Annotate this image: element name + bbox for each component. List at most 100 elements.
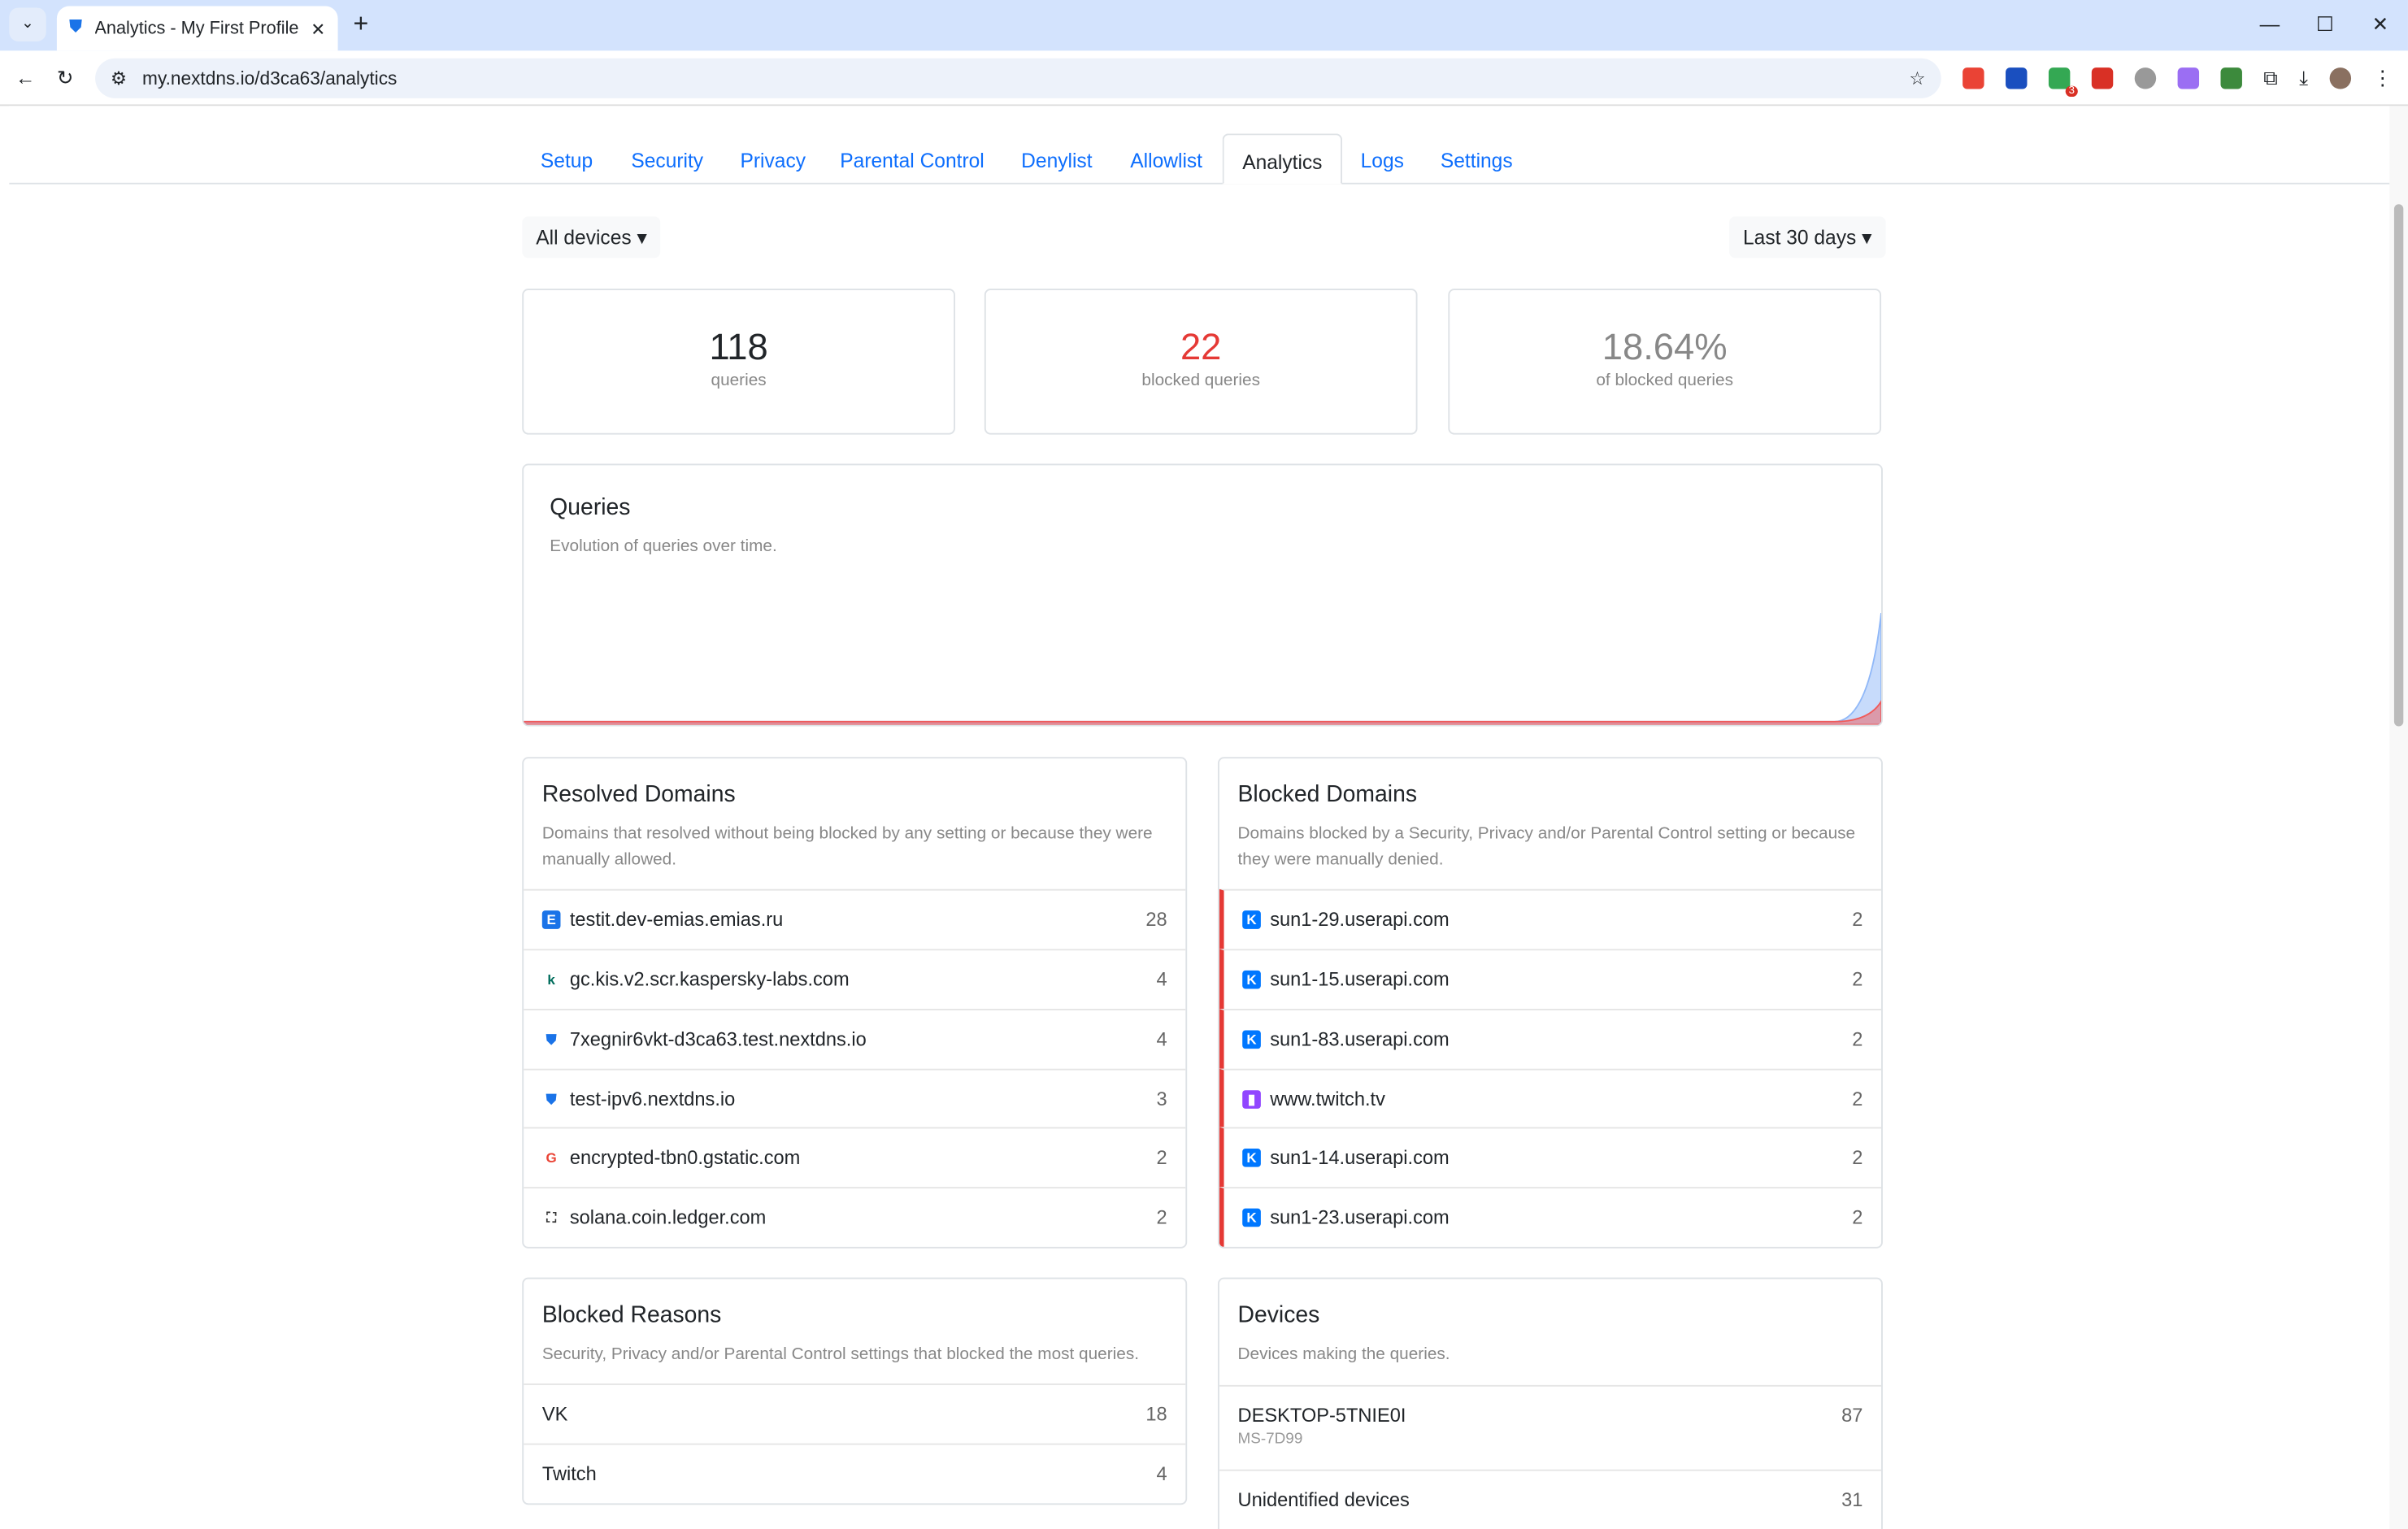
item-count: 2 bbox=[1156, 1147, 1167, 1170]
item-name: sun1-15.userapi.com bbox=[1270, 968, 1450, 991]
badge: 3 bbox=[2065, 85, 2078, 97]
list-item[interactable]: ▮ www.twitch.tv 2 bbox=[1219, 1068, 1882, 1128]
list-item[interactable]: ⛊ 7xegnir6vkt-d3ca63.test.nextdns.io 4 bbox=[524, 1008, 1186, 1068]
item-name: encrypted-tbn0.gstatic.com bbox=[569, 1147, 801, 1170]
stat-queries: 118 queries bbox=[522, 289, 955, 435]
google-icon: G bbox=[541, 1149, 561, 1168]
profile-nav: Setup Security Privacy Parental Control Deny… bbox=[9, 133, 2390, 185]
list-item[interactable]: DESKTOP-5TNIE0I MS-7D99 87 bbox=[1219, 1384, 1882, 1470]
item-name: VK bbox=[541, 1404, 568, 1426]
emias-icon: E bbox=[541, 910, 561, 930]
extension-icon[interactable] bbox=[2091, 67, 2114, 89]
item-count: 4 bbox=[1156, 1028, 1167, 1050]
nextdns-shield-icon: ⛊ bbox=[541, 1029, 561, 1049]
item-name: Unidentified devices bbox=[1237, 1489, 1410, 1511]
close-icon[interactable]: ✕ bbox=[311, 20, 326, 40]
item-name: solana.coin.ledger.com bbox=[569, 1206, 767, 1229]
close-window-button[interactable]: ✕ bbox=[2371, 12, 2389, 36]
tab-security[interactable]: Security bbox=[631, 149, 704, 172]
back-button[interactable]: ← bbox=[15, 66, 36, 89]
item-count: 4 bbox=[1156, 1463, 1167, 1485]
devices-dropdown-label: All devices bbox=[536, 225, 632, 250]
queries-chart bbox=[524, 612, 1882, 725]
list-item[interactable]: ⛶ solana.coin.ledger.com 2 bbox=[524, 1187, 1186, 1247]
stat-value: 22 bbox=[1180, 327, 1222, 369]
queries-chart-card: Queries Evolution of queries over time. bbox=[522, 463, 1883, 727]
menu-icon[interactable]: ⋮ bbox=[2372, 65, 2393, 89]
address-bar[interactable]: ⚙ my.nextdns.io/d3ca63/analytics ☆ bbox=[94, 57, 1941, 98]
tab-strip: ⌄ ⛊ Analytics - My First Profile - NextD… bbox=[0, 0, 2408, 51]
item-count: 3 bbox=[1156, 1088, 1167, 1110]
nextdns-shield-icon: ⛊ bbox=[541, 1089, 561, 1108]
ledger-icon: ⛶ bbox=[541, 1208, 561, 1227]
tab-allowlist[interactable]: Allowlist bbox=[1130, 149, 1203, 172]
list-item[interactable]: VK 18 bbox=[524, 1383, 1186, 1444]
list-item[interactable]: Unidentified devices 31 bbox=[1219, 1469, 1882, 1529]
kaspersky-icon: k bbox=[541, 970, 561, 989]
item-name: gc.kis.v2.scr.kaspersky-labs.com bbox=[569, 968, 850, 991]
extension-badge-icon[interactable]: 3 bbox=[2048, 67, 2078, 97]
minimize-button[interactable]: — bbox=[2259, 12, 2280, 36]
vk-icon: K bbox=[1242, 1208, 1261, 1227]
list-item[interactable]: Twitch 4 bbox=[524, 1444, 1186, 1503]
blocked-reasons-card: Blocked Reasons Security, Privacy and/or… bbox=[522, 1277, 1188, 1505]
tab-settings[interactable]: Settings bbox=[1440, 149, 1513, 172]
card-title: Blocked Reasons bbox=[541, 1301, 722, 1328]
tab-privacy[interactable]: Privacy bbox=[740, 149, 806, 172]
item-count: 2 bbox=[1852, 1206, 1863, 1229]
stat-value: 18.64% bbox=[1602, 327, 1728, 369]
devices-card: Devices Devices making the queries. DESK… bbox=[1217, 1277, 1883, 1529]
item-count: 31 bbox=[1841, 1489, 1863, 1511]
tab-denylist[interactable]: Denylist bbox=[1021, 149, 1093, 172]
scrollbar[interactable] bbox=[2389, 106, 2408, 1529]
stat-blocked: 22 blocked queries bbox=[984, 289, 1418, 435]
item-count: 2 bbox=[1852, 909, 1863, 931]
chart-title: Queries bbox=[550, 494, 631, 521]
reload-button[interactable]: ↻ bbox=[56, 65, 74, 89]
item-name: sun1-83.userapi.com bbox=[1270, 1028, 1450, 1050]
tab-setup[interactable]: Setup bbox=[540, 149, 593, 172]
gmail-icon[interactable] bbox=[1962, 67, 1984, 89]
url-text: my.nextdns.io/d3ca63/analytics bbox=[142, 67, 398, 89]
extensions-puzzle-icon[interactable]: ⧉ bbox=[2263, 65, 2278, 89]
stat-label: of blocked queries bbox=[1596, 371, 1734, 390]
list-item[interactable]: k gc.kis.v2.scr.kaspersky-labs.com 4 bbox=[524, 949, 1186, 1008]
toolbar: ← ↻ ⚙ my.nextdns.io/d3ca63/analytics ☆ 3… bbox=[0, 50, 2408, 106]
browser-tab[interactable]: ⛊ Analytics - My First Profile - NextDNS… bbox=[56, 6, 338, 51]
extension-icon[interactable] bbox=[2177, 67, 2199, 89]
extension-icon[interactable] bbox=[2134, 67, 2157, 89]
item-count: 2 bbox=[1852, 968, 1863, 991]
star-icon[interactable]: ☆ bbox=[1909, 67, 1926, 89]
list-item[interactable]: ⛊ test-ipv6.nextdns.io 3 bbox=[524, 1068, 1186, 1127]
tab-analytics[interactable]: Analytics bbox=[1222, 133, 1343, 185]
card-desc: Security, Privacy and/or Parental Contro… bbox=[541, 1344, 1139, 1364]
item-count: 28 bbox=[1145, 909, 1167, 931]
tab-parental-control[interactable]: Parental Control bbox=[840, 149, 984, 172]
range-dropdown[interactable]: Last 30 days ▾ bbox=[1729, 216, 1886, 258]
card-desc: Domains that resolved without being bloc… bbox=[541, 824, 1153, 870]
extension-icon[interactable] bbox=[2005, 67, 2028, 89]
tab-search-button[interactable]: ⌄ bbox=[9, 7, 46, 42]
extension-icon[interactable] bbox=[2220, 67, 2242, 89]
avatar[interactable] bbox=[2329, 67, 2352, 89]
tab-title: Analytics - My First Profile - NextDNS bbox=[94, 19, 299, 38]
resolved-domains-card: Resolved Domains Domains that resolved w… bbox=[522, 757, 1188, 1249]
maximize-button[interactable]: ☐ bbox=[2315, 12, 2334, 36]
download-icon[interactable]: ⤓ bbox=[2299, 65, 2309, 89]
site-info-icon[interactable]: ⚙ bbox=[110, 67, 128, 89]
item-count: 87 bbox=[1841, 1405, 1863, 1427]
card-desc: Domains blocked by a Security, Privacy a… bbox=[1237, 824, 1856, 870]
range-dropdown-label: Last 30 days bbox=[1743, 225, 1857, 250]
new-tab-button[interactable]: + bbox=[353, 9, 369, 39]
stat-label: queries bbox=[711, 371, 767, 390]
devices-dropdown[interactable]: All devices ▾ bbox=[522, 216, 661, 258]
tab-logs[interactable]: Logs bbox=[1360, 149, 1404, 172]
twitch-icon: ▮ bbox=[1242, 1089, 1261, 1108]
